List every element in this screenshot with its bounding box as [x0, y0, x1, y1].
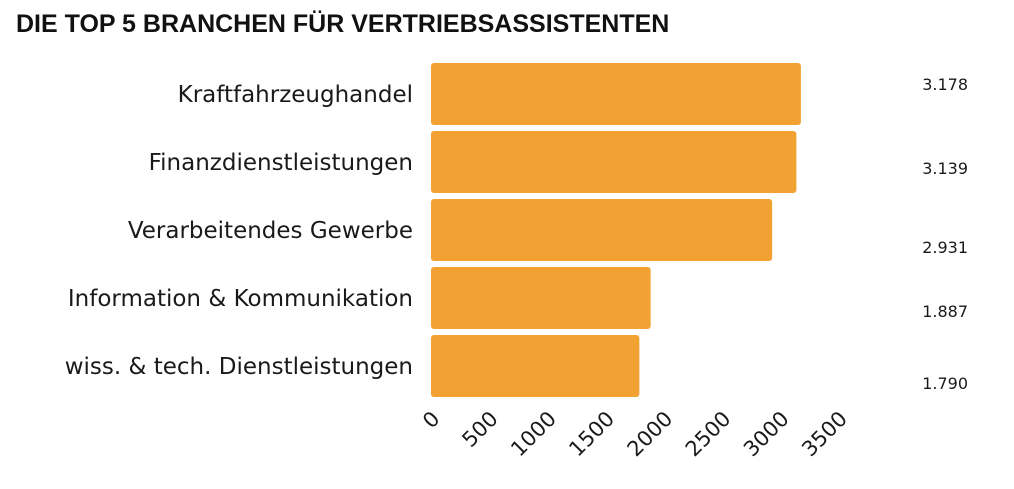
category-label-2: Finanzdienstleistungen	[149, 150, 413, 176]
chart-title: DIE TOP 5 BRANCHEN FÜR VERTRIEBSASSISTEN…	[16, 10, 670, 38]
bar-5	[431, 335, 640, 397]
value-label-4: 1.887	[922, 302, 968, 321]
x-tick-label-3500: 3500	[797, 407, 852, 462]
bar-4	[431, 267, 651, 329]
value-label-3: 2.931	[922, 238, 968, 257]
x-tick-label-2000: 2000	[623, 407, 678, 462]
x-axis-ticks-group: 0 500 1000 1500 2000 2500 3000 3500	[418, 407, 852, 462]
x-tick-label-3000: 3000	[739, 407, 794, 462]
category-label-5: wiss. & tech. Dienstleistungen	[65, 354, 413, 380]
value-label-1: 3.178	[922, 75, 968, 94]
x-tick-label-2500: 2500	[681, 407, 736, 462]
bar-2	[431, 131, 797, 193]
value-label-2: 3.139	[922, 159, 968, 178]
bar-1	[431, 63, 801, 125]
category-label-3: Verarbeitendes Gewerbe	[128, 218, 413, 244]
category-label-4: Information & Kommunikation	[68, 286, 413, 312]
x-tick-label-1500: 1500	[564, 407, 619, 462]
bar-3	[431, 199, 773, 261]
bars-group	[431, 63, 801, 397]
x-tick-label-500: 500	[457, 407, 502, 452]
value-label-5: 1.790	[922, 374, 968, 393]
x-tick-label-1000: 1000	[506, 407, 561, 462]
category-labels-group: Kraftfahrzeughandel Finanzdienstleistunge…	[65, 82, 413, 380]
value-labels-group: 3.178 3.139 2.931 1.887 1.790	[922, 75, 968, 393]
category-label-1: Kraftfahrzeughandel	[178, 82, 413, 108]
x-tick-label-0: 0	[418, 407, 444, 433]
